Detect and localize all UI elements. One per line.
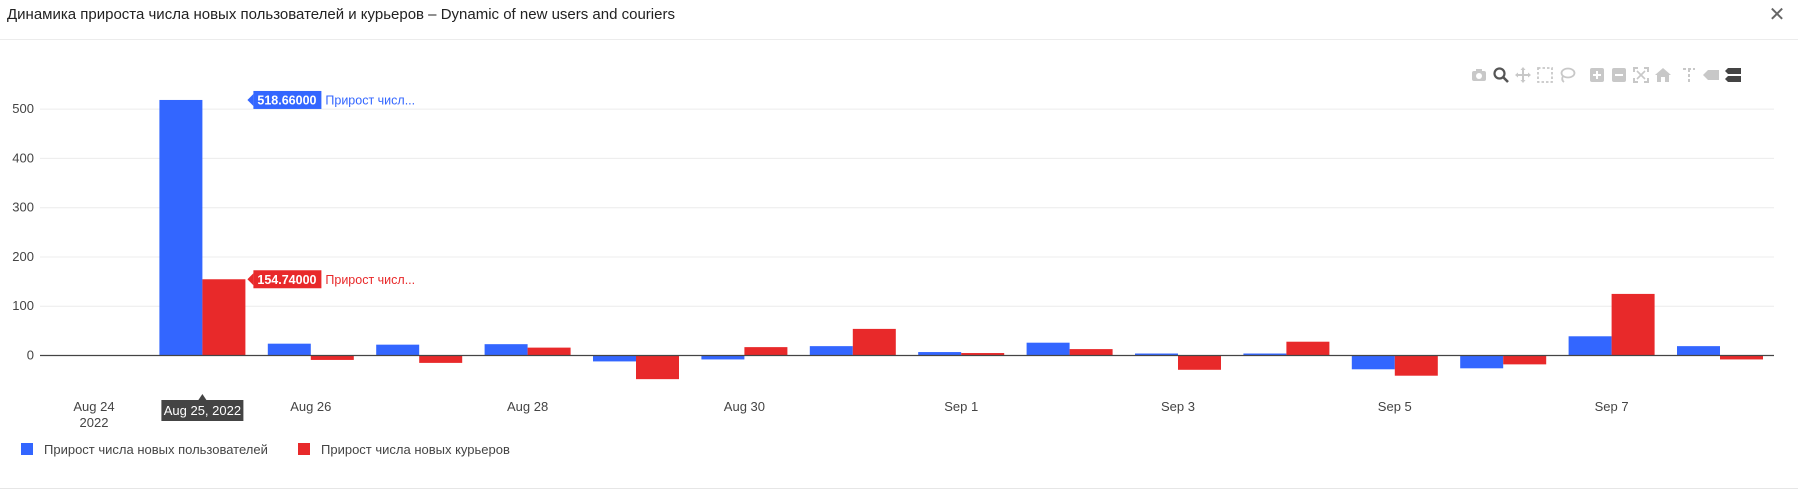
x-tick-label: Aug 24 [73,399,114,414]
lasso-select-icon[interactable] [1558,66,1576,84]
y-tick-label: 400 [12,150,34,165]
legend-item-couriers[interactable]: Прирост числа новых курьеров [298,442,510,457]
x-tick-label: Aug 26 [290,399,331,414]
bar-couriers [636,355,679,380]
y-tick-label: 0 [27,348,34,363]
x-tick-label: Sep 3 [1161,399,1195,414]
hover-value-box [253,270,322,289]
bar-couriers [1503,355,1547,365]
autoscale-icon[interactable] [1632,66,1650,84]
bar-users [918,352,962,356]
hover-value-label: 518.66000 [257,93,316,107]
bar-users [809,346,853,356]
bar-users [1568,336,1612,356]
bar-users [1460,355,1504,369]
zoom-in-icon[interactable] [1588,66,1606,84]
x-tick-sublabel: 2022 [80,415,109,430]
x-tick-label: Aug 30 [724,399,765,414]
bar-couriers [1611,293,1655,356]
bar-users [1351,355,1395,370]
y-tick-label: 500 [12,101,34,116]
bar-users [1243,353,1287,356]
x-tick-label: Sep 5 [1378,399,1412,414]
bar-couriers [527,347,571,356]
legend-label-users: Прирост числа новых пользователей [44,442,268,457]
hover-value-box [253,90,322,109]
legend-swatch-couriers [298,443,310,455]
bar-couriers [744,347,788,356]
zoom-out-icon[interactable] [1610,66,1628,84]
bar-couriers [310,355,354,360]
spike-lines-icon[interactable] [1680,66,1698,84]
x-hover-box [161,400,244,421]
pan-icon[interactable] [1514,66,1532,84]
modal-header: Динамика прироста числа новых пользовате… [0,0,1798,40]
bar-couriers [852,328,896,356]
hover-pointer [247,93,254,106]
bar-couriers [1069,349,1113,356]
bottom-divider [0,488,1798,489]
zoom-icon[interactable] [1492,66,1510,84]
camera-icon[interactable] [1470,66,1488,84]
hover-pointer [247,273,254,286]
bar-couriers [202,279,246,356]
legend-item-users[interactable]: Прирост числа новых пользователей [21,442,268,457]
bar-users [376,344,420,356]
hover-closest-icon[interactable] [1702,66,1720,84]
chart-title: Динамика прироста числа новых пользовате… [7,6,675,23]
close-icon[interactable]: ✕ [1768,4,1786,26]
reset-axes-icon[interactable] [1654,66,1672,84]
x-tick-label: Aug 28 [507,399,548,414]
hover-series-label: Прирост числ... [325,93,415,107]
bar-users [159,99,203,356]
bar-users [593,355,636,362]
y-tick-label: 200 [12,249,34,264]
bar-couriers [961,353,1005,356]
x-hover-pointer [198,394,207,400]
bar-couriers [1286,341,1330,356]
hover-value-label: 154.74000 [257,273,316,287]
bar-couriers [419,355,463,363]
bar-couriers [1394,355,1438,376]
bar-couriers [1720,355,1763,360]
bar-users [1135,353,1178,356]
x-tick-label: Sep 1 [944,399,978,414]
bar-users [267,343,311,356]
bar-users [701,355,745,360]
hover-series-label: Прирост числ... [325,273,415,287]
bar-users [1677,346,1720,356]
bar-users [1026,342,1070,356]
bar-users [484,344,528,356]
y-tick-label: 300 [12,200,34,215]
legend-label-couriers: Прирост числа новых курьеров [321,442,510,457]
box-select-icon[interactable] [1536,66,1554,84]
x-hover-label: Aug 25, 2022 [164,403,241,418]
hover-compare-icon[interactable] [1724,66,1742,84]
x-tick-label: Sep 7 [1595,399,1629,414]
y-tick-label: 100 [12,298,34,313]
legend-swatch-users [21,443,33,455]
bar-couriers [1178,355,1221,370]
